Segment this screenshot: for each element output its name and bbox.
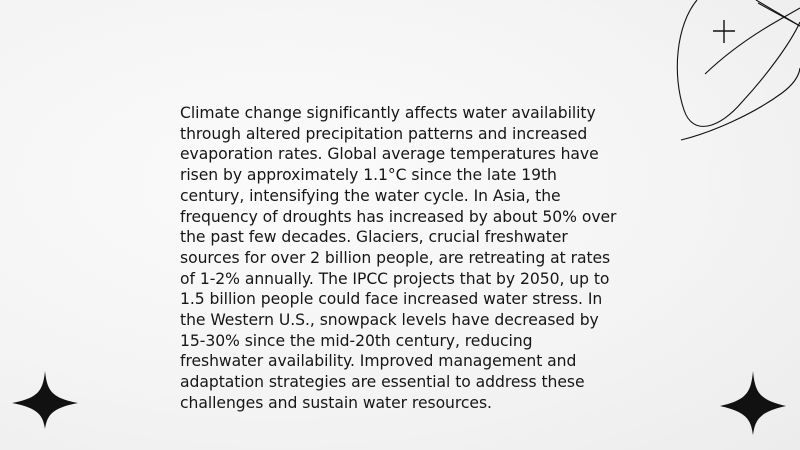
star-icon <box>12 371 78 429</box>
star-icon <box>720 371 786 435</box>
orbit-lines-icon <box>676 0 800 141</box>
body-paragraph: Climate change significantly affects wat… <box>180 104 617 412</box>
